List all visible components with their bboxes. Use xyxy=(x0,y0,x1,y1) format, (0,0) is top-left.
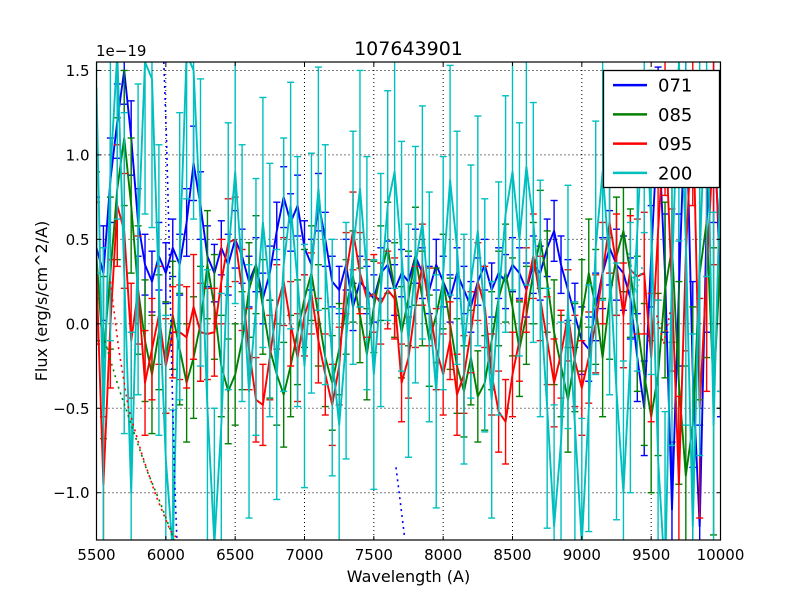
svg-text:0.5: 0.5 xyxy=(66,231,90,249)
legend-label-095: 095 xyxy=(658,134,692,155)
svg-text:7500: 7500 xyxy=(355,546,393,564)
svg-text:1.0: 1.0 xyxy=(66,146,90,164)
offset-text: 1e−19 xyxy=(96,42,146,60)
svg-text:9000: 9000 xyxy=(563,546,601,564)
x-axis-label: Wavelength (A) xyxy=(347,567,470,586)
svg-text:0.0: 0.0 xyxy=(66,315,90,333)
plot-dynamic-layer: 5500 6000 6500 7000 7500 8000 8500 9000 9500 1000… xyxy=(53,61,744,564)
y-axis-label: Flux (erg/s/cm^2/A) xyxy=(32,221,51,382)
svg-text:6000: 6000 xyxy=(147,546,185,564)
svg-text:8000: 8000 xyxy=(424,546,462,564)
legend-label-071: 071 xyxy=(658,76,692,97)
legend-label-085: 085 xyxy=(658,105,692,126)
svg-text:9500: 9500 xyxy=(632,546,670,564)
dotted-masked-segment xyxy=(395,467,406,535)
x-tick-labels: 5500 6000 6500 7000 7500 8000 8500 9000 9500 1000… xyxy=(77,546,744,564)
svg-text:5500: 5500 xyxy=(77,546,115,564)
legend-label-200: 200 xyxy=(658,163,692,184)
svg-text:−0.5: −0.5 xyxy=(53,400,89,418)
plot-title: 107643901 xyxy=(354,38,463,60)
axes-frame xyxy=(95,61,722,541)
legend-box xyxy=(602,69,721,189)
legend: 071 085 095 200 xyxy=(602,69,721,189)
dotted-masked-segment xyxy=(163,62,178,540)
y-tick-labels: −1.0 −0.5 0.0 0.5 1.0 1.5 xyxy=(53,62,89,502)
dotted-masked-segment xyxy=(104,340,175,540)
svg-text:7000: 7000 xyxy=(285,546,323,564)
svg-text:10000: 10000 xyxy=(697,546,745,564)
series-200-line xyxy=(96,62,721,540)
svg-text:1.5: 1.5 xyxy=(66,62,90,80)
dotted-masked-segment xyxy=(628,252,644,294)
svg-text:6500: 6500 xyxy=(216,546,254,564)
series-layer xyxy=(96,62,721,540)
svg-text:−1.0: −1.0 xyxy=(53,484,89,502)
svg-text:8500: 8500 xyxy=(493,546,531,564)
